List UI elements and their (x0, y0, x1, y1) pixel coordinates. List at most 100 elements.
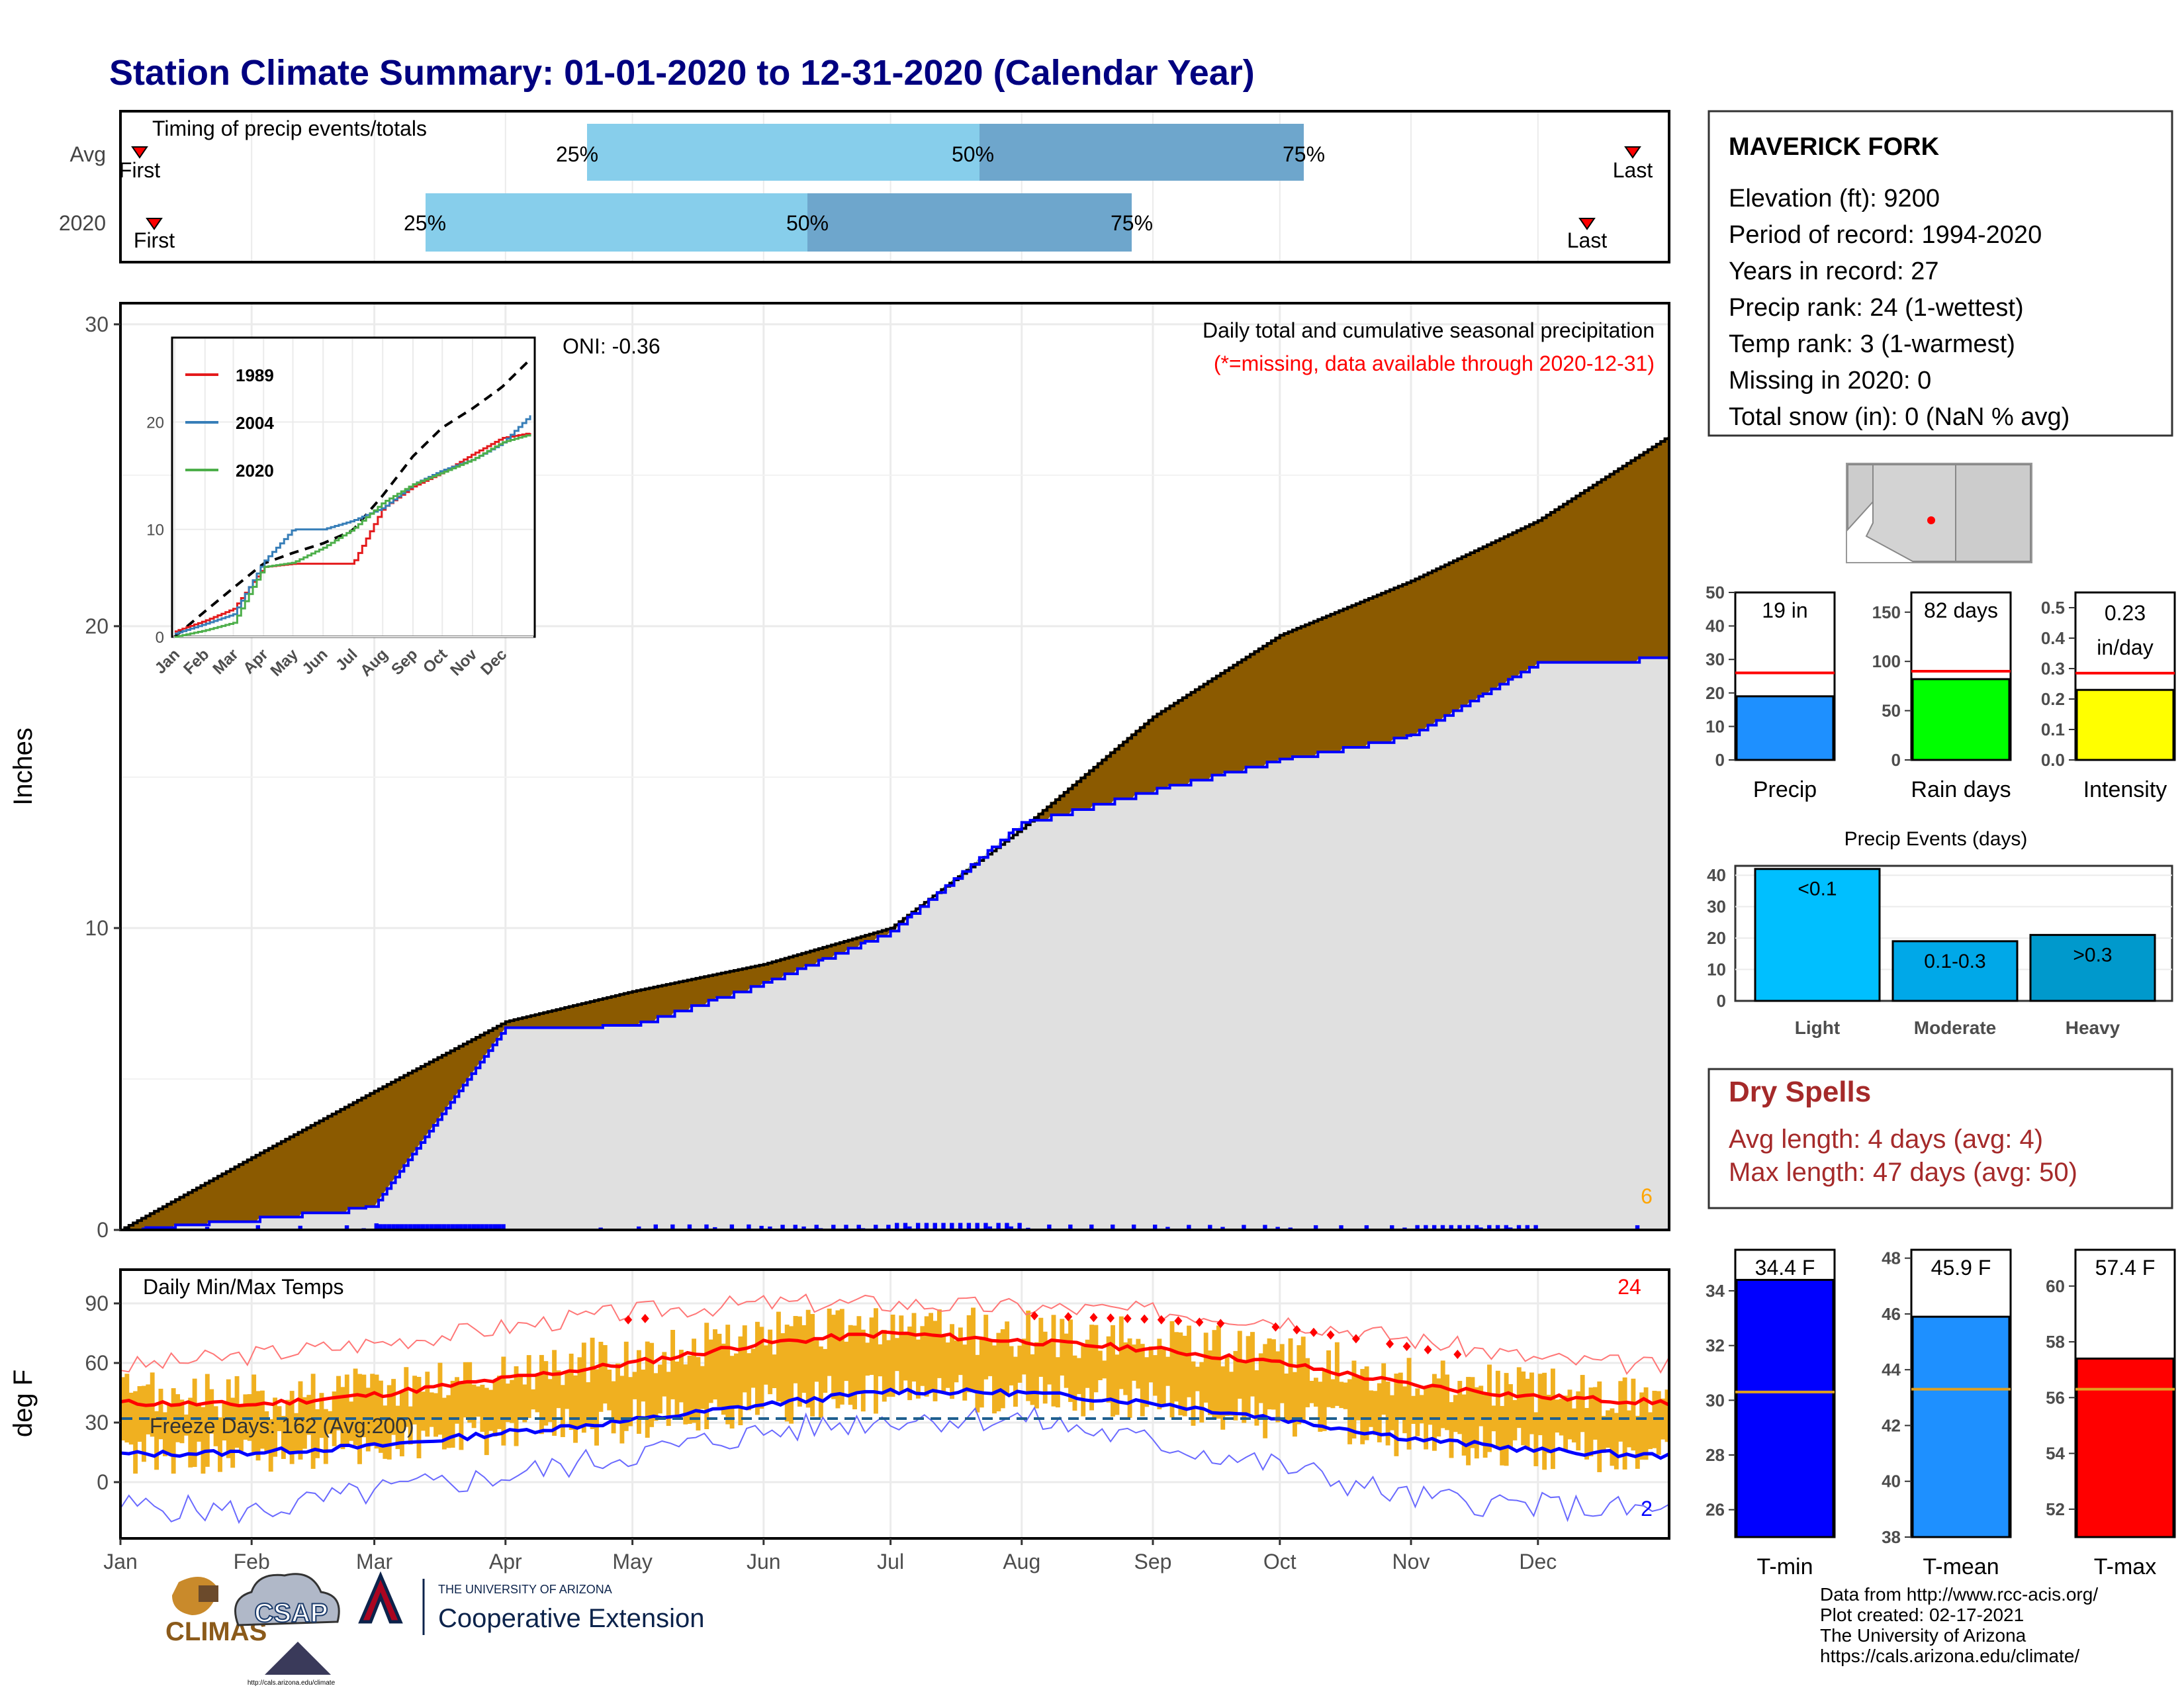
credit-line: Plot created: 02-17-2021 (1820, 1605, 2024, 1625)
daily-precip-bar (915, 1223, 921, 1230)
daily-temp-bar (399, 1391, 404, 1457)
daily-temp-bar (1085, 1339, 1090, 1388)
daily-temp-bar (615, 1363, 620, 1423)
daily-temp-bar (306, 1395, 312, 1435)
daily-temp-bar (1292, 1372, 1297, 1437)
daily-precip-bar (416, 1224, 421, 1230)
inset-frame (171, 336, 536, 638)
daily-temp-bar (353, 1368, 358, 1446)
tmean-chart-ytick-label: 44 (1882, 1360, 1901, 1380)
daily-temp-bar (1115, 1354, 1120, 1415)
temp-panel-frame (119, 1268, 1670, 1540)
record-high-marker (1216, 1319, 1225, 1329)
daily-temp-bar (704, 1323, 709, 1429)
daily-temp-bar (1195, 1366, 1200, 1391)
daily-precip-bar (437, 1224, 442, 1230)
intensity-chart-ytick-label: 0.3 (2041, 659, 2065, 679)
daily-temp-bar (1482, 1395, 1488, 1458)
inset-line-1989 (175, 432, 531, 633)
daily-precip-bar (856, 1225, 861, 1230)
daily-temp-bar (692, 1338, 697, 1423)
record-high-marker (1123, 1313, 1132, 1323)
daily-temp-bar (146, 1384, 151, 1434)
daily-temp-bar (285, 1399, 291, 1451)
daily-temp-bar (776, 1311, 781, 1402)
daily-temp-bar (383, 1405, 388, 1459)
daily-temp-bar (1161, 1349, 1166, 1407)
daily-temp-bar (1453, 1395, 1458, 1432)
freeze-days-label: Freeze Days: 162 (Avg:200) (150, 1414, 414, 1438)
climas-logo: CLIMAS (165, 1577, 267, 1646)
daily-temp-bar (188, 1397, 193, 1468)
daily-precip-bar (1635, 1225, 1640, 1230)
daily-temp-bar (222, 1401, 227, 1441)
daily-temp-bar (1424, 1387, 1429, 1450)
record-high-marker (1140, 1314, 1149, 1324)
temp-ylabel: deg F (9, 1370, 38, 1437)
daily-temp-bar (1297, 1345, 1302, 1425)
daily-temp-bar (183, 1414, 189, 1436)
daily-temp-bar (1093, 1325, 1099, 1393)
daily-temp-bar (598, 1341, 604, 1412)
daily-precip-bar (399, 1224, 404, 1230)
daily-temp-bar (1026, 1310, 1031, 1401)
daily-temp-bar (450, 1380, 455, 1448)
daily-precip-bar (467, 1224, 472, 1230)
daily-temp-bar (1017, 1345, 1023, 1383)
daily-temp-bar (632, 1372, 637, 1399)
daily-temp-bar (556, 1370, 561, 1409)
avg-tmin-line (120, 1387, 1670, 1460)
record-high-marker (1453, 1350, 1462, 1359)
month-label: Oct (1263, 1550, 1297, 1573)
year-last-label: Last (1567, 228, 1608, 252)
daily-precip-bar (298, 1225, 302, 1230)
daily-temp-bar (755, 1321, 760, 1415)
daily-temp-bar (501, 1356, 506, 1446)
month-label: Jun (747, 1550, 781, 1573)
daily-temp-bar (412, 1376, 418, 1425)
record-high-marker (1326, 1330, 1335, 1340)
precip-total-chart-ytick-label: 40 (1706, 616, 1725, 636)
daily-temp-bar (1432, 1374, 1437, 1451)
daily-temp-bar (531, 1389, 536, 1410)
daily-temp-bar (218, 1417, 222, 1472)
daily-temp-bar (772, 1354, 777, 1388)
daily-temp-bar (1445, 1374, 1450, 1430)
daily-temp-bar (273, 1397, 278, 1457)
daily-precip-bar (966, 1223, 972, 1230)
daily-temp-bar (179, 1399, 185, 1444)
daily-temp-bar (700, 1366, 705, 1409)
daily-temp-bar (1500, 1405, 1505, 1466)
tmax-chart-ytick-label: 56 (2046, 1387, 2065, 1407)
precip-total-chart: 0 10 20 30 40 50 19 in Precip (1706, 583, 1836, 802)
daily-temp-bar (543, 1361, 549, 1426)
avg-quartile-bar-25-50 (587, 124, 979, 181)
daily-temp-bar (1385, 1382, 1390, 1446)
daily-precip-bar (1533, 1225, 1538, 1230)
daily-temp-bar (492, 1381, 498, 1436)
daily-temp-bar (1068, 1319, 1073, 1402)
rain-days-chart-ytick-label: 0 (1891, 750, 1901, 770)
daily-temp-bar (1639, 1392, 1645, 1460)
tmin-chart-ytick-label: 32 (1706, 1336, 1725, 1356)
daily-precip-bar (1449, 1225, 1453, 1230)
daily-temp-bar (1428, 1385, 1433, 1425)
daily-temp-bar (1555, 1399, 1560, 1433)
daily-temp-bar (1132, 1344, 1136, 1381)
events-bar-heavy (2029, 933, 2156, 1002)
daily-temp-bar (1216, 1325, 1221, 1419)
daily-precip-bar (1263, 1225, 1267, 1230)
daily-precip-bar (1009, 1226, 1014, 1230)
dry-spells-avg: Avg length: 4 days (avg: 4) (1729, 1125, 2043, 1154)
csap-wordmark: CSAP (254, 1599, 328, 1628)
daily-temp-bar (1449, 1402, 1454, 1458)
year-first-marker (146, 218, 163, 230)
daily-temp-bar (1580, 1375, 1585, 1432)
dry-spells-frame (1707, 1068, 2173, 1209)
daily-temp-bar (933, 1321, 938, 1401)
daily-temp-bar (1305, 1358, 1310, 1407)
timing-frame (119, 110, 1670, 263)
daily-temp-bar (637, 1350, 641, 1434)
intensity-chart-unit-label: in/day (2097, 635, 2153, 659)
